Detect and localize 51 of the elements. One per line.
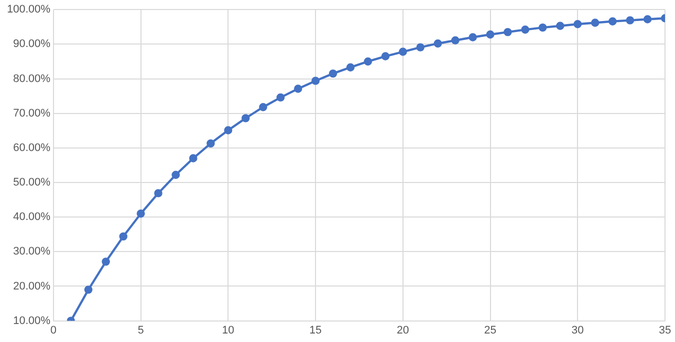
point — [154, 189, 162, 198]
y-tick-label: 90.00% — [13, 38, 51, 50]
y-tick-label: 20.00% — [13, 280, 51, 292]
y-tick-label: 10.00% — [13, 314, 51, 327]
x-tick-label: 25 — [484, 324, 496, 336]
point — [84, 286, 92, 294]
point — [486, 30, 494, 39]
y-tick-label: 100.00% — [6, 4, 51, 16]
point — [608, 17, 617, 26]
y-tick-label: 50.00% — [13, 176, 51, 189]
point — [119, 232, 128, 241]
y-tick-label: 70.00% — [13, 107, 51, 120]
point — [538, 23, 547, 32]
x-tick-label: 0 — [50, 324, 56, 336]
x-tick-label: 15 — [309, 324, 322, 336]
point — [591, 18, 600, 27]
point — [364, 57, 372, 66]
point — [259, 103, 268, 112]
x-tick-label: 20 — [396, 324, 410, 336]
point — [172, 170, 180, 179]
point — [468, 33, 477, 42]
point — [451, 36, 460, 44]
point — [346, 63, 355, 72]
point — [311, 76, 320, 85]
point — [136, 210, 145, 218]
point — [276, 93, 285, 102]
point — [381, 52, 390, 60]
y-tick-label: 80.00% — [13, 72, 51, 85]
y-tick-label: 40.00% — [13, 211, 51, 224]
point — [643, 15, 652, 24]
point — [294, 84, 302, 93]
point — [206, 139, 215, 148]
point — [504, 28, 512, 36]
x-tick-label: 30 — [572, 324, 584, 336]
point — [434, 39, 442, 48]
y-tick-label: 30.00% — [13, 246, 51, 258]
point — [416, 43, 424, 52]
x-tick-label: 10 — [222, 324, 234, 336]
point — [189, 154, 198, 162]
point — [521, 26, 530, 34]
point — [224, 126, 232, 134]
point — [102, 258, 110, 266]
point — [398, 48, 407, 56]
point — [574, 20, 582, 28]
x-tick-label: 5 — [138, 324, 144, 336]
point — [242, 114, 250, 122]
point — [626, 16, 634, 24]
y-tick-label: 60.00% — [13, 142, 51, 154]
x-tick-label: 35 — [658, 324, 672, 336]
point — [328, 69, 338, 78]
point — [556, 22, 564, 30]
